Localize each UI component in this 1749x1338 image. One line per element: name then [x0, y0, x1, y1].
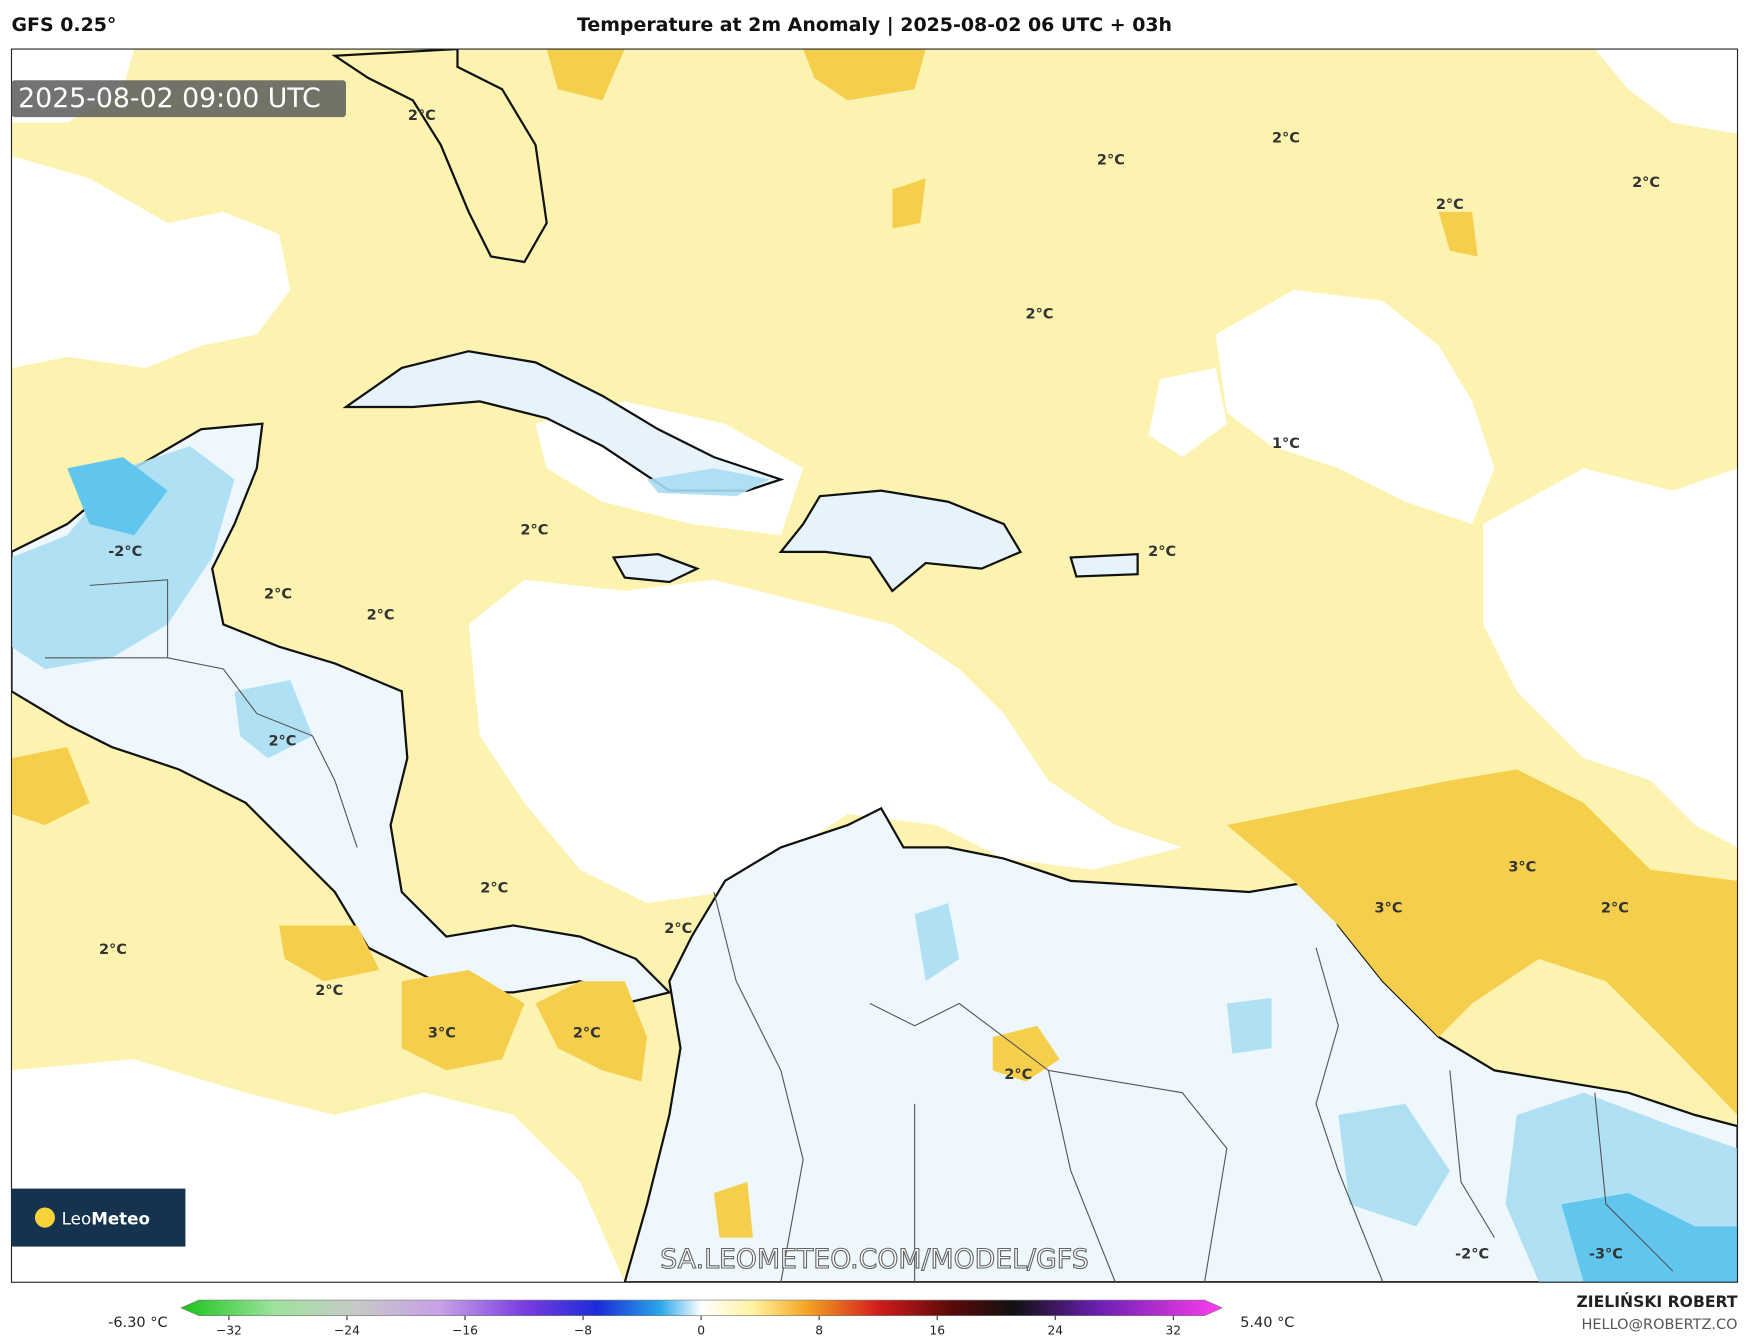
- contour-label: 2°C: [367, 607, 395, 623]
- colorbar-tick-label: 0: [697, 1324, 705, 1338]
- contour-label: 2°C: [268, 733, 296, 749]
- model-name: GFS 0.25°: [11, 14, 116, 36]
- contour-label: 3°C: [1375, 901, 1403, 917]
- contour-label: 2°C: [480, 881, 508, 897]
- contour-label: 2°C: [1097, 153, 1125, 169]
- contour-label: 3°C: [1508, 859, 1536, 875]
- contour-label: -2°C: [1455, 1246, 1489, 1262]
- contour-label: 2°C: [99, 942, 127, 958]
- contour-label: 3°C: [428, 1026, 456, 1042]
- logo: LeoMeteo: [62, 1208, 150, 1228]
- logo-name: Leo: [62, 1208, 92, 1228]
- contour-label: 2°C: [1632, 175, 1660, 191]
- warm-anomaly-areas: [11, 49, 1738, 1238]
- colorbar-tick-label: 8: [815, 1324, 823, 1338]
- colorbar-max-label: 5.40 °C: [1240, 1315, 1294, 1331]
- neutral-areas: [11, 49, 1738, 1283]
- colorbar: [180, 1299, 1224, 1316]
- colorbar-min-label: -6.30 °C: [108, 1315, 167, 1331]
- logo-name-bold: Meteo: [91, 1208, 150, 1228]
- strong-cold-areas: [67, 457, 1738, 1283]
- contour-label: -2°C: [108, 544, 142, 560]
- country-borders: [44, 579, 1674, 1283]
- contour-label: 2°C: [1026, 306, 1054, 322]
- watermark: SA.LEOMETEO.COM/MODEL/GFS: [660, 1244, 1088, 1275]
- timestamp-box: [11, 80, 346, 118]
- author: ZIELIŃSKI ROBERT: [1576, 1292, 1737, 1311]
- colorbar-tick-label: 32: [1166, 1324, 1182, 1338]
- contour-label: 2°C: [573, 1026, 601, 1042]
- colorbar-tick-label: −16: [452, 1324, 478, 1338]
- timestamp: 2025-08-02 09:00 UTC: [18, 83, 321, 114]
- contour-label: 2°C: [520, 523, 548, 539]
- colorbar-ticks: −32 −24 −16 −8 0 8 16 24 32: [216, 1315, 1182, 1338]
- contour-labels: 2°C 2°C 2°C 2°C 2°C 2°C 1°C 2°C -2°C 2°C 2°C 2°C 2°C…: [99, 108, 1660, 1262]
- colorbar-tick-label: 16: [929, 1324, 945, 1338]
- contour-label: 2°C: [264, 586, 292, 602]
- cold-anomaly-areas: [11, 446, 1738, 1283]
- email: HELLO@ROBERTZ.CO: [1581, 1317, 1737, 1333]
- contour-label: 2°C: [1436, 197, 1464, 213]
- colorbar-tick-label: −8: [574, 1324, 592, 1338]
- contour-label: 2°C: [1148, 544, 1176, 560]
- contour-label: -3°C: [1589, 1246, 1623, 1262]
- contour-label: 2°C: [664, 921, 692, 937]
- contour-label: 2°C: [315, 983, 343, 999]
- contour-label: 1°C: [1272, 436, 1300, 452]
- map-frame: [10, 48, 1739, 1283]
- colorbar-tick-label: 24: [1047, 1324, 1063, 1338]
- contour-label: 2°C: [1601, 901, 1629, 917]
- map-area: [11, 49, 1738, 1283]
- map-title: Temperature at 2m Anomaly | 2025-08-02 0…: [577, 14, 1172, 36]
- colorbar-tick-label: −32: [216, 1324, 242, 1338]
- logo-sun: [34, 1207, 55, 1228]
- colorbar-tick-label: −24: [334, 1324, 360, 1338]
- contour-label: 2°C: [1004, 1067, 1032, 1083]
- contour-label: 2°C: [1272, 130, 1300, 146]
- contour-label: 2°C: [408, 108, 436, 124]
